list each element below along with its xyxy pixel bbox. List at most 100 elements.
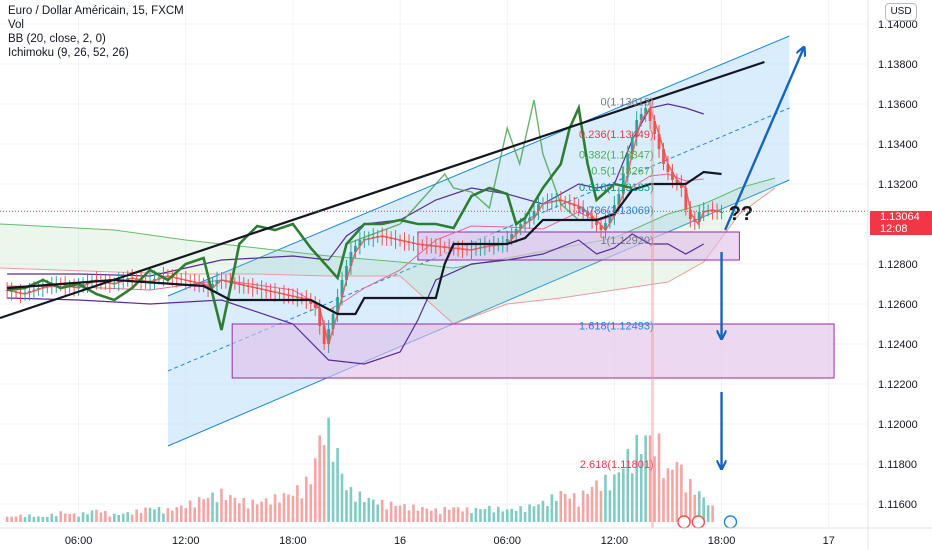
- candle-body: [644, 108, 648, 114]
- volume-bar: [501, 511, 505, 522]
- volume-bar: [604, 474, 607, 522]
- time-axis: 06:00 12:00 18:00 16 06:00 12:00 18:00 17: [65, 535, 835, 547]
- candle-body: [626, 154, 630, 174]
- volume-bar: [331, 461, 335, 522]
- volume-bar: [345, 490, 348, 522]
- volume-bar: [260, 501, 263, 522]
- flag-icon: [723, 515, 738, 529]
- volume-bar: [90, 510, 94, 522]
- volume-bar: [144, 507, 147, 522]
- volume-bar: [157, 507, 161, 522]
- legend-volume[interactable]: Vol: [8, 19, 24, 31]
- volume-bar: [702, 497, 705, 522]
- volume-bar: [367, 497, 371, 522]
- volume-bar: [563, 493, 567, 522]
- candle-body: [77, 286, 80, 288]
- candle-body: [684, 188, 688, 210]
- chart-legend: Euro / Dollar Américain, 15, FXCM Vol BB…: [8, 4, 184, 60]
- legend-bollinger[interactable]: BB (20, close, 2, 0): [8, 33, 106, 45]
- candle-body: [671, 172, 674, 180]
- volume-bar: [528, 504, 531, 522]
- fib-label: 0.5(1.13267): [591, 166, 653, 178]
- volume-bar: [608, 490, 612, 522]
- time-tick-label: 12:00: [172, 535, 200, 547]
- volume-bar: [568, 498, 572, 522]
- volume-bar: [175, 507, 179, 522]
- last-price-value: 1.13064: [880, 211, 920, 223]
- volume-bar: [238, 503, 241, 522]
- candle-body: [519, 224, 523, 229]
- candle-body: [657, 134, 661, 149]
- volume-bar: [313, 458, 317, 522]
- ichimoku-cloud-fill: [0, 178, 776, 324]
- candle-body: [510, 234, 514, 239]
- volume-bar: [23, 517, 27, 522]
- volume-bar: [278, 502, 281, 522]
- volume-bar: [269, 504, 272, 522]
- volume-bar: [657, 433, 661, 522]
- volume-bar: [706, 505, 710, 522]
- volume-bar: [10, 516, 13, 522]
- volume-bar: [99, 512, 103, 522]
- candle-body: [630, 137, 634, 154]
- fib-label: 0.236(1.13449): [579, 129, 654, 141]
- volume-bar: [371, 499, 375, 522]
- last-price-countdown: 12:08: [880, 223, 908, 235]
- candle-body: [679, 184, 683, 188]
- candle-body: [666, 164, 670, 172]
- volume-bar: [394, 505, 397, 522]
- volume-bar: [188, 500, 192, 522]
- candle-body: [581, 209, 585, 212]
- volume-bar: [251, 499, 255, 522]
- volume-bar: [586, 494, 589, 522]
- volume-bar: [220, 488, 223, 522]
- candle-body: [648, 108, 652, 121]
- volume-bar: [452, 507, 455, 522]
- legend-symbol[interactable]: Euro / Dollar Américain, 15, FXCM: [8, 5, 184, 17]
- price-tick-label: 1.12200: [878, 379, 918, 391]
- price-tick-label: 1.13600: [878, 99, 918, 111]
- volume-bar: [28, 514, 31, 522]
- volume-bar: [59, 511, 63, 522]
- volume-bar: [711, 505, 714, 522]
- support-zone-lower: [231, 323, 835, 379]
- candle-body: [336, 297, 339, 314]
- candle-body: [697, 212, 701, 222]
- candle-body: [532, 211, 536, 218]
- candle-body: [215, 280, 219, 284]
- candle-body: [523, 221, 527, 224]
- volume-bar: [296, 485, 299, 522]
- flag-icon: [677, 515, 691, 529]
- channel-lower-line: [167, 179, 790, 447]
- volume-bar: [496, 506, 500, 522]
- volume-bar: [398, 505, 402, 522]
- volume-bar: [461, 511, 464, 522]
- fib-label: 0.382(1.13347): [579, 150, 654, 162]
- bollinger-basis: [7, 173, 704, 311]
- volume-bar: [14, 516, 18, 522]
- volume-bar: [206, 497, 210, 522]
- volume-bar: [438, 513, 442, 522]
- volume-bar: [483, 509, 487, 522]
- currency-button[interactable]: USD: [885, 3, 917, 21]
- candle-body: [354, 246, 357, 252]
- legend-ichimoku[interactable]: Ichimoku (9, 26, 52, 26): [8, 47, 129, 59]
- volume-bar: [488, 505, 491, 522]
- candle-body: [608, 216, 612, 223]
- volume-bar: [77, 516, 80, 522]
- volume-bar: [434, 508, 438, 522]
- candle-body: [322, 326, 326, 344]
- volume-bar: [233, 497, 237, 522]
- price-tick-label: 1.13400: [878, 139, 918, 151]
- volume-bars: [5, 417, 714, 522]
- volume-bar: [153, 509, 156, 522]
- candle-body: [327, 329, 331, 344]
- forecast-arrow: [724, 48, 804, 231]
- candle-body: [586, 212, 589, 216]
- price-tick-label: 1.12800: [878, 259, 918, 271]
- fib-spike-band: [651, 100, 654, 528]
- candle-body: [639, 114, 643, 120]
- volume-bar: [412, 504, 415, 522]
- price-axis: 1.14000 1.13800 1.13600 1.13400 1.13200 1.130…: [878, 19, 918, 511]
